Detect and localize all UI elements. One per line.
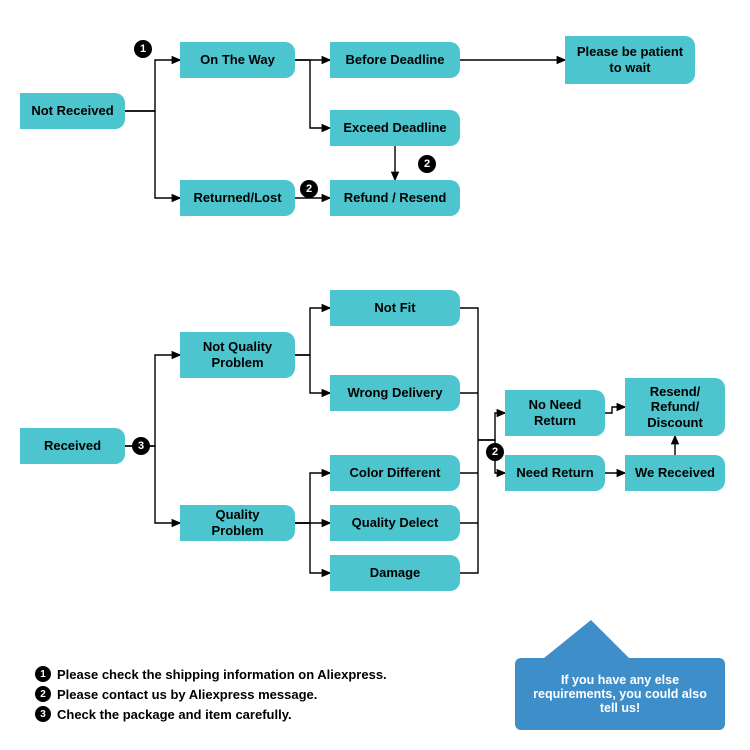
node-need-return: Need Return	[505, 455, 605, 491]
node-refund-resend: Refund / Resend	[330, 180, 460, 216]
speech-text: If you have any else requirements, you c…	[523, 673, 717, 715]
legend-badge-icon: 3	[35, 706, 51, 722]
node-received: Received	[20, 428, 125, 464]
connector	[125, 355, 180, 446]
legend-badge-icon: 2	[35, 686, 51, 702]
node-wrong-delivery: Wrong Delivery	[330, 375, 460, 411]
step-badge-icon: 2	[300, 180, 318, 198]
node-quality-delect: Quality Delect	[330, 505, 460, 541]
legend-text: Please contact us by Aliexpress message.	[57, 687, 317, 702]
legend-item: 2 Please contact us by Aliexpress messag…	[35, 686, 387, 702]
node-not-fit: Not Fit	[330, 290, 460, 326]
node-no-need-return: No Need Return	[505, 390, 605, 436]
legend: 1 Please check the shipping information …	[35, 662, 387, 726]
connector	[125, 111, 180, 198]
node-quality: Quality Problem	[180, 505, 295, 541]
node-color-different: Color Different	[330, 455, 460, 491]
legend-text: Check the package and item carefully.	[57, 707, 292, 722]
node-we-received: We Received	[625, 455, 725, 491]
node-not-quality: Not Quality Problem	[180, 332, 295, 378]
connector	[295, 355, 330, 393]
connector	[125, 60, 180, 111]
node-not-received: Not Received	[20, 93, 125, 129]
connector	[460, 308, 478, 573]
connector	[605, 407, 625, 413]
node-exceed-deadline: Exceed Deadline	[330, 110, 460, 146]
node-resend-refund: Resend/ Refund/ Discount	[625, 378, 725, 436]
node-on-the-way: On The Way	[180, 42, 295, 78]
legend-item: 3 Check the package and item carefully.	[35, 706, 387, 722]
node-returned-lost: Returned/Lost	[180, 180, 295, 216]
connector	[295, 60, 330, 128]
connector	[295, 473, 330, 523]
node-please-wait: Please be patient to wait	[565, 36, 695, 84]
connector	[478, 413, 505, 440]
speech-bubble: If you have any else requirements, you c…	[515, 658, 725, 730]
speech-tail-icon	[544, 620, 651, 658]
legend-item: 1 Please check the shipping information …	[35, 666, 387, 682]
legend-text: Please check the shipping information on…	[57, 667, 387, 682]
connector	[125, 446, 180, 523]
step-badge-icon: 1	[134, 40, 152, 58]
connector	[295, 308, 330, 355]
step-badge-icon: 2	[486, 443, 504, 461]
step-badge-icon: 2	[418, 155, 436, 173]
connector	[295, 523, 330, 573]
legend-badge-icon: 1	[35, 666, 51, 682]
node-damage: Damage	[330, 555, 460, 591]
step-badge-icon: 3	[132, 437, 150, 455]
node-before-deadline: Before Deadline	[330, 42, 460, 78]
